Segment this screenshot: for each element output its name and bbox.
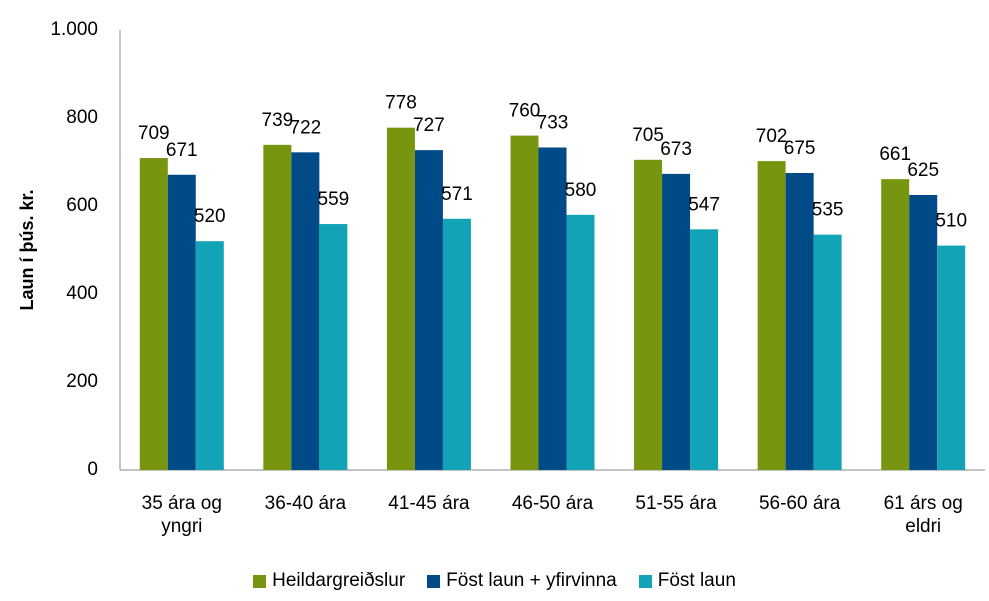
legend-label: Föst laun <box>657 570 736 591</box>
data-label: 739 <box>262 110 294 131</box>
y-tick-label: 600 <box>66 195 98 216</box>
bar <box>909 195 938 470</box>
bar <box>319 224 348 470</box>
bar <box>566 214 595 470</box>
data-label: 671 <box>166 140 198 161</box>
x-tick-label: 35 ára og yngri <box>141 493 222 537</box>
data-label: 760 <box>509 101 541 122</box>
legend-label: Föst laun + yfirvinna <box>446 570 617 591</box>
bar <box>662 173 691 470</box>
data-label: 705 <box>632 125 664 146</box>
bar <box>757 161 786 470</box>
data-label: 571 <box>441 184 473 205</box>
bar <box>167 174 196 470</box>
bar <box>937 245 966 470</box>
bar <box>510 135 539 470</box>
bar <box>263 144 292 470</box>
data-label: 625 <box>907 160 939 181</box>
bar <box>386 127 415 471</box>
y-axis-label: Laun í þús. kr. <box>17 189 37 310</box>
data-label: 702 <box>756 126 788 147</box>
data-label: 547 <box>688 194 720 215</box>
legend: Heildargreiðslur Föst laun + yfirvinna Fös… <box>0 570 989 592</box>
bar <box>139 158 168 471</box>
y-tick-label: 0 <box>87 459 98 480</box>
y-tick-label: 800 <box>66 107 98 128</box>
y-tick-label: 1.000 <box>50 19 98 40</box>
x-tick-label: 61 árs og eldri <box>883 493 963 537</box>
x-tick-label: 41-45 ára <box>388 493 470 514</box>
data-label: 510 <box>935 211 967 232</box>
bar <box>634 159 663 471</box>
bar <box>291 152 320 470</box>
data-label: 722 <box>290 117 322 138</box>
x-tick-label: 36-40 ára <box>264 493 347 514</box>
legend-item: Heildargreiðslur <box>253 570 405 592</box>
data-label: 727 <box>413 115 445 136</box>
legend-swatch <box>253 574 267 588</box>
bar <box>195 241 224 470</box>
data-label: 661 <box>879 144 911 165</box>
legend-swatch <box>638 574 652 588</box>
data-label: 535 <box>812 200 844 221</box>
data-label: 709 <box>138 123 170 144</box>
data-label: 520 <box>194 206 226 227</box>
data-label: 559 <box>318 189 350 210</box>
legend-item: Föst laun + yfirvinna <box>427 570 617 592</box>
x-tick-label: 46-50 ára <box>511 493 594 514</box>
data-label: 778 <box>385 93 417 114</box>
legend-swatch <box>427 574 441 588</box>
y-tick-label: 200 <box>66 371 98 392</box>
bar <box>414 150 443 470</box>
x-tick-label: 51-55 ára <box>635 493 717 514</box>
bar <box>881 179 910 470</box>
data-label: 673 <box>660 139 692 160</box>
bar <box>538 147 567 471</box>
data-label: 580 <box>565 180 597 201</box>
legend-item: Föst laun <box>638 570 736 592</box>
x-tick-label: 56-60 ára <box>758 493 841 514</box>
bar <box>785 173 814 470</box>
bar <box>442 218 471 470</box>
data-label: 675 <box>784 138 816 159</box>
legend-label: Heildargreiðslur <box>272 570 406 591</box>
y-tick-label: 400 <box>66 283 98 304</box>
data-label: 733 <box>537 112 569 133</box>
bar <box>690 229 719 470</box>
bar <box>813 234 842 470</box>
